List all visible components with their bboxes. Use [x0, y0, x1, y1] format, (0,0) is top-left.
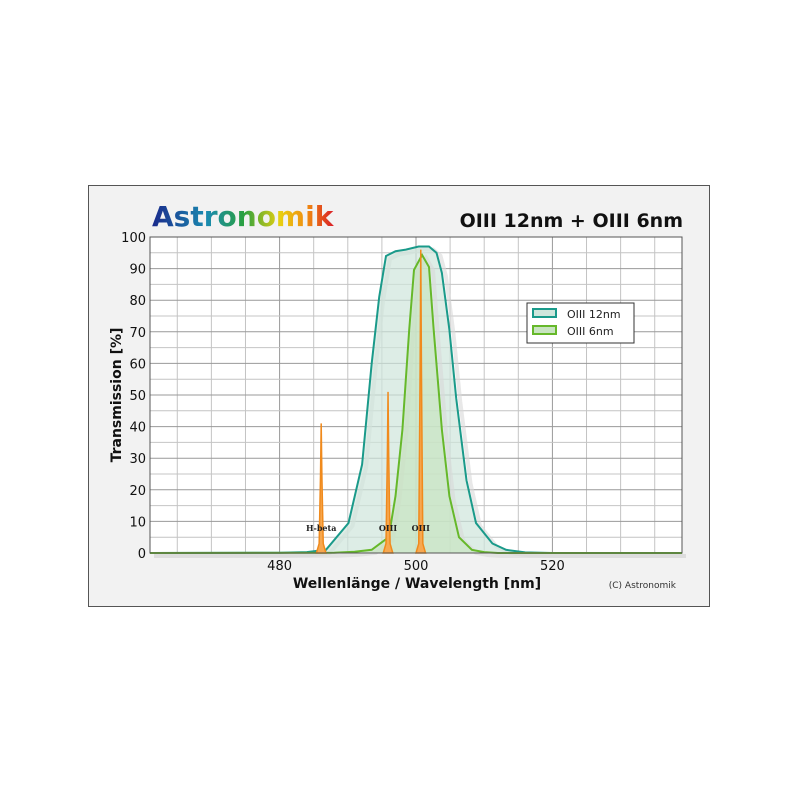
x-tick-label: 480: [267, 559, 292, 574]
emission-line: [382, 391, 394, 554]
legend: OIII 12nm OIII 6nm: [526, 302, 635, 344]
series-line-oiii-6nm: [149, 252, 682, 554]
y-tick-label: 0: [138, 547, 146, 562]
series-line-oiii-12nm: [149, 245, 682, 554]
copyright: (C) Astronomik: [609, 581, 677, 591]
x-tick-label: 500: [404, 559, 429, 574]
plot-border: [149, 236, 683, 554]
y-tick-label: 10: [129, 515, 146, 530]
series-area-oiii-6nm: [150, 255, 682, 553]
legend-swatch-oiii-6nm: [532, 325, 557, 335]
y-axis-label: Transmission [%]: [109, 328, 125, 463]
y-tick-label: 50: [129, 389, 146, 404]
y-tick-label: 30: [129, 452, 146, 467]
emission-line: [315, 423, 327, 554]
y-tick-label: 60: [129, 357, 146, 372]
emission-line-label: OIII: [379, 523, 397, 533]
emission-line-label: OIII: [412, 523, 430, 533]
y-tick-label: 20: [129, 484, 146, 499]
x-tick-label: 520: [540, 559, 565, 574]
chart-title: OIII 12nm + OIII 6nm: [460, 210, 683, 232]
emission-lines: H-beta OIII OIII: [306, 249, 430, 554]
y-tick-label: 100: [121, 231, 146, 246]
axis-ticks: 480 500 520 0 10 20 30 40 50 60 70 80 90 100: [121, 231, 565, 574]
legend-swatch-oiii-12nm: [532, 308, 557, 318]
y-tick-label: 90: [129, 263, 146, 278]
logo: Astronomik: [152, 200, 335, 233]
emission-line: [415, 249, 427, 554]
y-tick-label: 40: [129, 421, 146, 436]
y-tick-label: 80: [129, 294, 146, 309]
legend-label-oiii-6nm: OIII 6nm: [567, 325, 614, 338]
y-tick-label: 70: [129, 326, 146, 341]
emission-line-label: H-beta: [306, 523, 336, 533]
x-axis-label: Wellenlänge / Wavelength [nm]: [293, 576, 541, 592]
legend-label-oiii-12nm: OIII 12nm: [567, 308, 621, 321]
